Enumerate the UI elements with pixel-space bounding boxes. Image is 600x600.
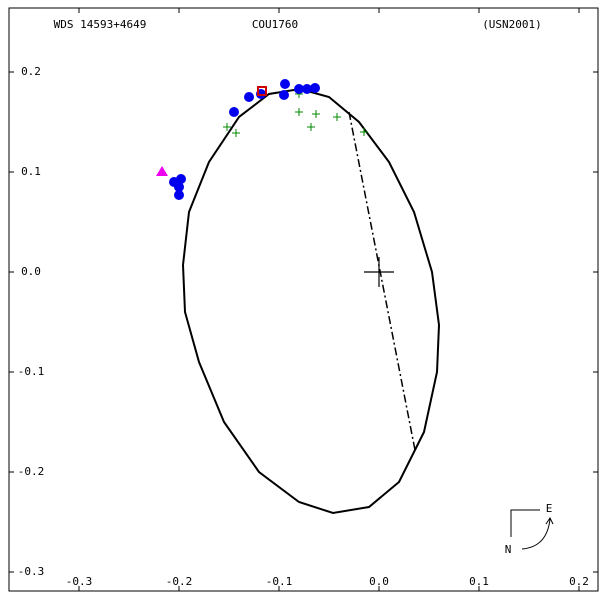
observed-point [244, 92, 254, 102]
computed-point [333, 113, 341, 121]
compass-east: E [546, 502, 553, 515]
y-tick-label: -0.3 [18, 565, 45, 578]
y-tick-label: 0.1 [21, 165, 41, 178]
computed-point [232, 129, 240, 137]
compass-arrow [521, 517, 554, 550]
observed-point [174, 190, 184, 200]
observed-point [279, 90, 289, 100]
y-tick-label: 0.0 [21, 265, 41, 278]
computed-point [312, 110, 320, 118]
x-tick-label: -0.2 [166, 575, 193, 588]
observed-point [174, 182, 184, 192]
computed-point [307, 123, 315, 131]
observed-point [302, 84, 312, 94]
y-tick-label: 0.2 [21, 65, 41, 78]
x-tick-label: -0.3 [66, 575, 93, 588]
compass-north: N [505, 543, 512, 556]
reference-label: (USN2001) [482, 18, 542, 31]
first-point [156, 166, 168, 176]
computed-point [223, 123, 231, 131]
x-tick-label: -0.1 [266, 575, 293, 588]
compass [510, 509, 540, 537]
y-tick-label: -0.1 [18, 365, 45, 378]
orbit [182, 87, 441, 515]
observed-point [310, 83, 320, 93]
node-line [348, 111, 416, 451]
observed-point [294, 84, 304, 94]
wds-label: WDS 14593+4649 [54, 18, 147, 31]
observed-point [229, 107, 239, 117]
discoverer-label: COU1760 [252, 18, 298, 31]
computed-point [295, 108, 303, 116]
x-tick-label: 0.1 [469, 575, 489, 588]
center-cross [364, 257, 394, 287]
observed-point [280, 79, 290, 89]
observed-point [176, 174, 186, 184]
last-point [257, 86, 267, 96]
x-tick-label: 0.2 [569, 575, 589, 588]
y-tick-label: -0.2 [18, 465, 45, 478]
computed-point [360, 128, 368, 136]
plot-frame [8, 7, 599, 592]
x-tick-label: 0.0 [369, 575, 389, 588]
